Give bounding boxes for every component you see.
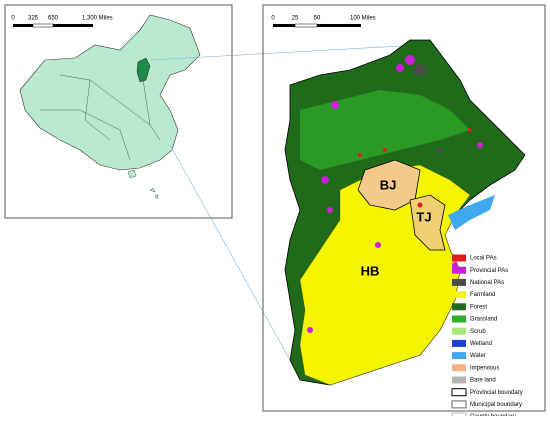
legend-label: Municipal boundary xyxy=(470,402,522,408)
scale-label: 650 xyxy=(48,16,59,22)
legend-swatch xyxy=(452,339,466,347)
legend-swatch xyxy=(452,266,466,274)
region-label: TJ xyxy=(416,209,431,224)
legend-swatch xyxy=(452,315,466,323)
legend-label: Impervious xyxy=(470,365,499,371)
legend-swatch xyxy=(452,327,466,335)
scale-label: 0 xyxy=(271,16,275,22)
legend-swatch xyxy=(451,388,467,397)
connector xyxy=(149,44,421,61)
china-outline xyxy=(19,14,201,171)
scale-label: 25 xyxy=(292,16,299,22)
legend-swatch xyxy=(452,303,466,311)
legend-swatch xyxy=(451,400,467,409)
legend-label: Wetland xyxy=(470,341,492,347)
inset-scale-bar xyxy=(13,23,93,28)
legend-swatch xyxy=(452,291,466,299)
main-frame xyxy=(262,4,546,412)
scale-label: 325 xyxy=(28,16,39,22)
scale-label: 1,300 Miles xyxy=(82,16,113,22)
legend: Local PAs Provincial PAs National PAs Farml… xyxy=(451,254,523,421)
legend-label: Grassland xyxy=(470,317,497,323)
legend-swatch xyxy=(452,352,466,360)
tianjin xyxy=(409,194,446,251)
legend-label: Scrub xyxy=(470,329,486,335)
study-area xyxy=(136,57,151,83)
legend-label: Local PAs xyxy=(470,256,497,262)
main-scale-bar xyxy=(273,23,361,28)
scale-label: 50 xyxy=(314,16,321,22)
legend-swatch xyxy=(452,254,466,262)
connector xyxy=(169,144,291,361)
legend-label: Water xyxy=(470,353,486,359)
legend-label: Farmland xyxy=(470,292,495,298)
grassland-area xyxy=(300,90,470,170)
legend-label: Forest xyxy=(470,304,487,310)
region-label: BJ xyxy=(380,177,397,192)
region-label: HB xyxy=(361,263,380,278)
legend-swatch xyxy=(452,278,466,286)
legend-label: Provincial boundary xyxy=(470,390,523,396)
protected-areas xyxy=(307,55,483,333)
legend-label: National PAs xyxy=(470,280,504,286)
province-lines xyxy=(40,59,161,161)
beijing xyxy=(357,159,421,211)
legend-swatch xyxy=(452,376,466,384)
scale-label: 100 Miles xyxy=(350,16,376,22)
coast-water xyxy=(448,195,495,230)
legend-swatch xyxy=(452,364,466,372)
legend-label: Provincial PAs xyxy=(470,268,508,274)
legend-label: Bare land xyxy=(470,378,496,384)
islands xyxy=(127,169,159,200)
scale-label: 0 xyxy=(11,16,15,22)
